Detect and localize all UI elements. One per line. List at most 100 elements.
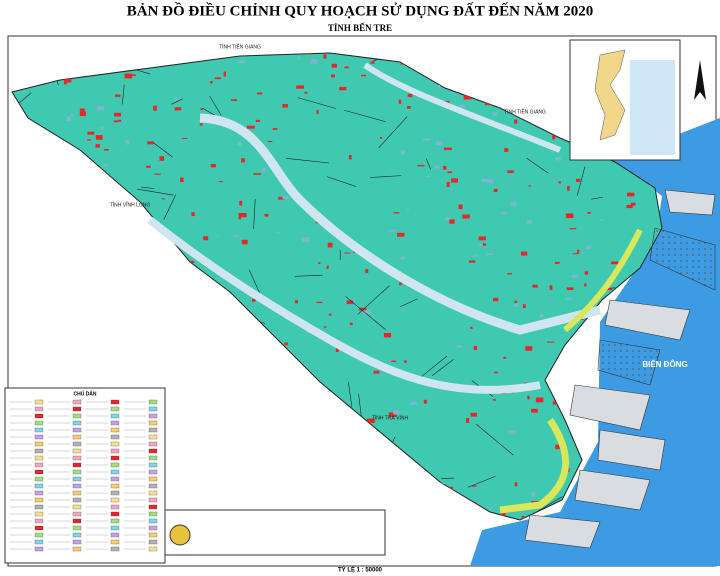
built-up-patch: [552, 401, 560, 405]
legend-swatch: [72, 427, 82, 433]
built-up-patch: [531, 408, 538, 413]
river: [147, 216, 541, 394]
built-up-patch: [97, 106, 105, 111]
built-up-patch: [393, 212, 400, 214]
built-up-patch: [473, 345, 478, 351]
inset-country: [594, 49, 626, 141]
legend-swatch: [34, 490, 44, 496]
legend-swatch: [148, 539, 158, 545]
road: [209, 95, 222, 116]
pie-icon: [169, 524, 191, 546]
built-up-patch: [438, 84, 441, 89]
region-label: TỈNH TRÀ VINH: [372, 414, 409, 421]
built-up-patch: [306, 53, 312, 55]
built-up-patch: [572, 253, 577, 255]
built-up-patch: [514, 300, 518, 304]
built-up-patch: [391, 360, 397, 363]
built-up-patch: [514, 482, 518, 487]
road: [431, 359, 454, 377]
built-up-patch: [566, 298, 572, 300]
built-up-patch: [532, 284, 538, 288]
built-up-patch: [470, 326, 473, 329]
built-up-patch: [118, 119, 122, 122]
legend-swatch: [148, 511, 158, 517]
built-up-patch: [441, 481, 445, 484]
built-up-patch: [71, 112, 74, 117]
built-up-patch: [470, 412, 477, 417]
legend-swatch: [148, 469, 158, 475]
built-up-patch: [478, 236, 486, 241]
legend-swatch: [34, 399, 44, 405]
built-up-patch: [443, 165, 447, 170]
legend-swatch: [110, 413, 120, 419]
built-up-patch: [425, 175, 430, 178]
legend-title: CHÚ DẪN: [73, 390, 96, 397]
built-up-patch: [443, 147, 452, 151]
built-up-patch: [434, 165, 440, 169]
legend-swatch: [148, 525, 158, 531]
built-up-patch: [481, 178, 490, 182]
built-up-patch: [146, 165, 151, 168]
built-up-patch: [339, 86, 347, 91]
built-up-patch: [458, 204, 463, 210]
legend-swatch: [110, 476, 120, 482]
legend-swatch: [34, 406, 44, 412]
built-up-patch: [587, 211, 591, 214]
built-up-patch: [262, 167, 267, 173]
legend-swatch: [148, 518, 158, 524]
legend-swatch: [148, 420, 158, 426]
built-up-patch: [492, 111, 497, 117]
built-up-patch: [310, 59, 318, 64]
built-up-patch: [501, 212, 508, 215]
legend-swatch: [34, 525, 44, 531]
legend-swatch: [148, 434, 158, 440]
road: [441, 477, 454, 479]
built-up-patch: [370, 61, 375, 64]
built-up-patch: [400, 150, 406, 155]
legend-swatch: [34, 427, 44, 433]
built-up-patch: [526, 220, 532, 224]
built-up-patch: [79, 108, 85, 113]
built-up-patch: [569, 228, 577, 230]
built-up-patch: [535, 397, 544, 403]
built-up-patch: [316, 109, 319, 114]
built-up-patch: [555, 157, 561, 161]
built-up-patch: [485, 179, 494, 184]
zone: [569, 384, 651, 431]
legend-swatch: [34, 441, 44, 447]
legend-swatch: [72, 434, 82, 440]
built-up-patch: [114, 112, 122, 117]
built-up-patch: [113, 120, 118, 123]
built-up-patch: [463, 94, 472, 100]
legend-swatch: [72, 413, 82, 419]
offshore-zones: [524, 189, 716, 549]
legend-swatch: [110, 511, 120, 517]
built-up-patch: [200, 108, 204, 110]
built-up-patch: [531, 491, 536, 497]
built-up-patch: [400, 256, 405, 260]
legend-swatch: [110, 532, 120, 538]
built-up-patch: [522, 304, 526, 309]
road: [153, 142, 173, 158]
built-up-patch: [272, 128, 278, 130]
built-up-patch: [503, 356, 507, 359]
legend-swatch: [72, 476, 82, 482]
built-up-patch: [547, 341, 555, 343]
road: [400, 298, 418, 307]
built-up-patch: [326, 265, 329, 269]
built-up-patch: [528, 185, 532, 187]
built-up-patch: [95, 135, 103, 140]
built-up-patch: [237, 60, 245, 64]
built-up-patch: [514, 119, 518, 124]
legend-swatch: [110, 539, 120, 545]
zone: [664, 189, 716, 216]
legend-box: [4, 387, 166, 564]
built-up-patch: [124, 73, 133, 79]
built-up-patch: [423, 399, 427, 404]
zone: [604, 299, 691, 341]
legend-swatch: [34, 511, 44, 517]
zone: [597, 339, 661, 386]
legend-swatch: [72, 441, 82, 447]
legend-swatch: [148, 441, 158, 447]
built-up-patch: [393, 410, 400, 415]
